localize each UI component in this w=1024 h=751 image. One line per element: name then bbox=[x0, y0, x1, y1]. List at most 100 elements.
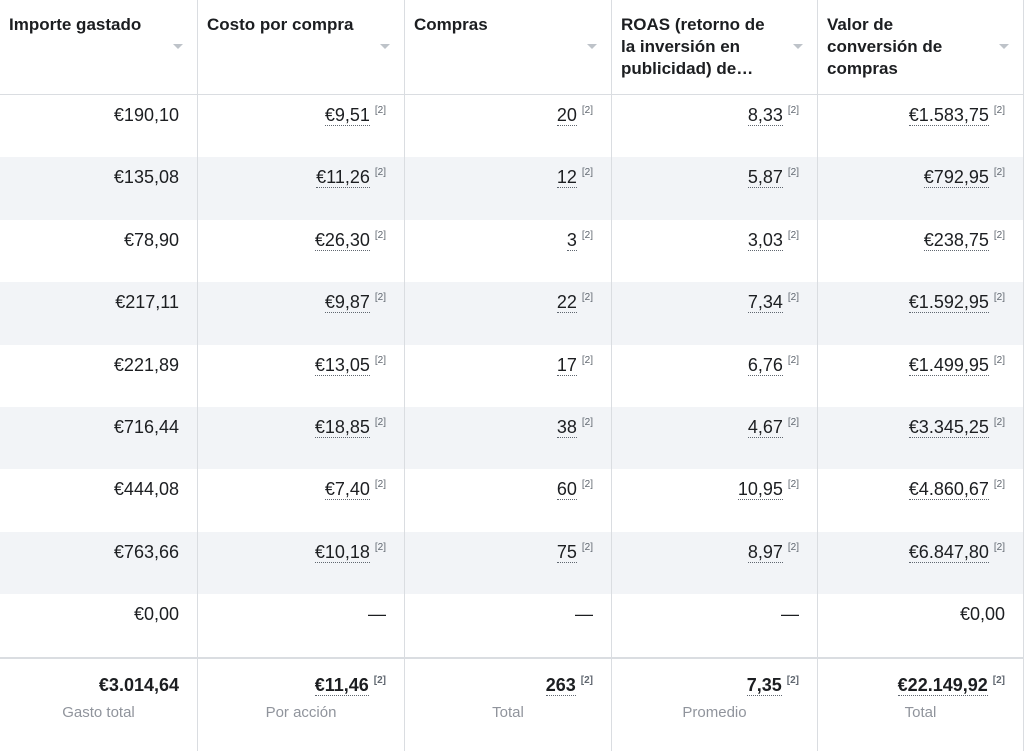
footnote: [2] bbox=[580, 675, 593, 686]
footnote: [2] bbox=[993, 417, 1005, 428]
table-cell: €26,30 [2] bbox=[198, 219, 405, 283]
cell-value: 22 bbox=[556, 292, 577, 314]
cell-value: €217,11 bbox=[115, 292, 179, 313]
total-cell: 263 [2] Total bbox=[405, 657, 612, 751]
table-cell: 7,34 [2] bbox=[612, 282, 818, 345]
column-header[interactable]: Costo por compra bbox=[198, 0, 405, 95]
table-cell: €13,05 [2] bbox=[198, 344, 405, 407]
sort-caret[interactable] bbox=[587, 44, 597, 49]
table-cell: 5,87 [2] bbox=[612, 157, 818, 220]
cell-value: — bbox=[575, 604, 593, 625]
footnote: [2] bbox=[374, 541, 386, 553]
totals-row: €3.014,64 Gasto total €11,46 [2] Por acción 2… bbox=[0, 657, 1024, 751]
table-cell: 3 [2] bbox=[405, 219, 612, 283]
table-row: €78,90 €26,30 [2] 3 [2] 3,03 [2] €238,75 [2] bbox=[0, 219, 1024, 283]
cell-value: 10,95 bbox=[737, 479, 783, 501]
table-cell: 17 [2] bbox=[405, 344, 612, 407]
table-cell: €11,26 [2] bbox=[198, 157, 405, 220]
footnote: [2] bbox=[581, 541, 593, 553]
cell-value: €238,75 bbox=[923, 229, 989, 251]
table-cell: €444,08 bbox=[0, 469, 198, 532]
cell-value: €0,00 bbox=[959, 604, 1005, 625]
table-cell: — bbox=[405, 594, 612, 657]
table-cell: 75 [2] bbox=[405, 531, 612, 595]
table-cell: €3.345,25 [2] bbox=[818, 407, 1024, 470]
cell-value: 5,87 bbox=[747, 167, 783, 189]
table-row: €217,11 €9,87 [2] 22 [2] 7,34 [2] €1.592,95 [2] bbox=[0, 282, 1024, 345]
table-cell: €4.860,67 [2] bbox=[818, 469, 1024, 532]
footnote: [2] bbox=[374, 417, 386, 428]
total-label: Promedio bbox=[682, 704, 747, 721]
table-cell: €1.592,95 [2] bbox=[818, 282, 1024, 345]
footnote: [2] bbox=[581, 229, 593, 241]
cell-value: 4,67 bbox=[747, 417, 783, 438]
sort-caret[interactable] bbox=[380, 44, 390, 49]
sort-caret[interactable] bbox=[999, 44, 1009, 49]
table-cell: €716,44 bbox=[0, 407, 198, 470]
footnote: [2] bbox=[787, 292, 799, 304]
footnote: [2] bbox=[373, 675, 386, 686]
cell-value: €3.345,25 bbox=[908, 417, 989, 438]
cell-value: €444,08 bbox=[113, 479, 179, 500]
cell-value: €6.847,80 bbox=[908, 541, 989, 563]
table-cell: €18,85 [2] bbox=[198, 407, 405, 470]
table-cell: €9,51 [2] bbox=[198, 95, 405, 158]
cell-value: €1.583,75 bbox=[908, 105, 989, 126]
cell-value: €716,44 bbox=[113, 417, 179, 437]
column-header[interactable]: ROAS (retorno de la inversión en publici… bbox=[612, 0, 818, 95]
table-row: €716,44 €18,85 [2] 38 [2] 4,67 [2] €3.345,25 [2] bbox=[0, 407, 1024, 470]
footnote: [2] bbox=[581, 167, 593, 179]
cell-value: €190,10 bbox=[113, 105, 179, 125]
cell-value: 7,34 bbox=[747, 292, 783, 314]
cell-value: €78,90 bbox=[123, 229, 179, 250]
footnote: [2] bbox=[374, 354, 386, 366]
footnote: [2] bbox=[787, 167, 799, 179]
footnote: [2] bbox=[993, 354, 1005, 366]
total-value: 7,35 bbox=[746, 675, 782, 696]
cell-value: €792,95 bbox=[923, 167, 989, 189]
table-cell: 8,97 [2] bbox=[612, 531, 818, 595]
footnote: [2] bbox=[993, 229, 1005, 241]
table-cell: 22 [2] bbox=[405, 282, 612, 345]
table-cell: €217,11 bbox=[0, 282, 198, 345]
table-cell: 6,76 [2] bbox=[612, 344, 818, 407]
table-row: €0,00 — — — €0,00 bbox=[0, 594, 1024, 657]
table-cell: — bbox=[198, 594, 405, 657]
table-cell: 38 [2] bbox=[405, 407, 612, 470]
cell-value: €26,30 bbox=[314, 229, 370, 251]
sort-caret[interactable] bbox=[173, 44, 183, 49]
table-cell: €0,00 bbox=[818, 594, 1024, 657]
table-cell: €0,00 bbox=[0, 594, 198, 657]
footnote: [2] bbox=[374, 292, 386, 304]
footnote: [2] bbox=[581, 354, 593, 366]
footnote: [2] bbox=[581, 479, 593, 491]
table-cell: €763,66 bbox=[0, 531, 198, 595]
footnote: [2] bbox=[581, 105, 593, 116]
total-cell: €11,46 [2] Por acción bbox=[198, 657, 405, 751]
table-cell: 60 [2] bbox=[405, 469, 612, 532]
table-cell: €9,87 [2] bbox=[198, 282, 405, 345]
cell-value: €221,89 bbox=[113, 354, 179, 375]
table-cell: €78,90 bbox=[0, 219, 198, 283]
column-header[interactable]: Valor de conversión de compras bbox=[818, 0, 1024, 95]
table-cell: €238,75 [2] bbox=[818, 219, 1024, 283]
cell-value: 8,33 bbox=[747, 105, 783, 126]
total-label: Total bbox=[904, 704, 937, 721]
footnote: [2] bbox=[787, 229, 799, 241]
footnote: [2] bbox=[993, 479, 1005, 491]
total-cell: €3.014,64 Gasto total bbox=[0, 657, 198, 751]
sort-caret[interactable] bbox=[793, 44, 803, 49]
footnote: [2] bbox=[787, 354, 799, 366]
cell-value: — bbox=[781, 604, 799, 625]
total-value: €22.149,92 bbox=[897, 675, 988, 696]
column-header[interactable]: Importe gastado bbox=[0, 0, 198, 95]
cell-value: 6,76 bbox=[747, 354, 783, 376]
column-header[interactable]: Compras bbox=[405, 0, 612, 95]
table-cell: €1.499,95 [2] bbox=[818, 344, 1024, 407]
table-cell: €190,10 bbox=[0, 95, 198, 158]
footnote: [2] bbox=[374, 479, 386, 491]
table-cell: 4,67 [2] bbox=[612, 407, 818, 470]
footnote: [2] bbox=[993, 292, 1005, 304]
table-cell: — bbox=[612, 594, 818, 657]
